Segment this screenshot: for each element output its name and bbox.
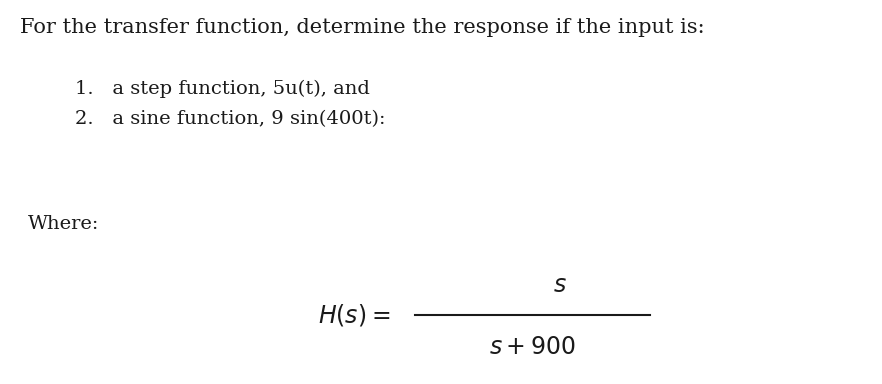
Text: $s + 900$: $s + 900$ [489,336,575,359]
Text: 2.   a sine function, 9 sin(400t):: 2. a sine function, 9 sin(400t): [75,110,385,128]
Text: 1.   a step function, 5u(t), and: 1. a step function, 5u(t), and [75,80,370,98]
Text: For the transfer function, determine the response if the input is:: For the transfer function, determine the… [20,18,705,37]
Text: $s$: $s$ [553,273,567,296]
Text: Where:: Where: [28,215,100,233]
Text: $H(s) =$: $H(s) =$ [318,302,390,328]
